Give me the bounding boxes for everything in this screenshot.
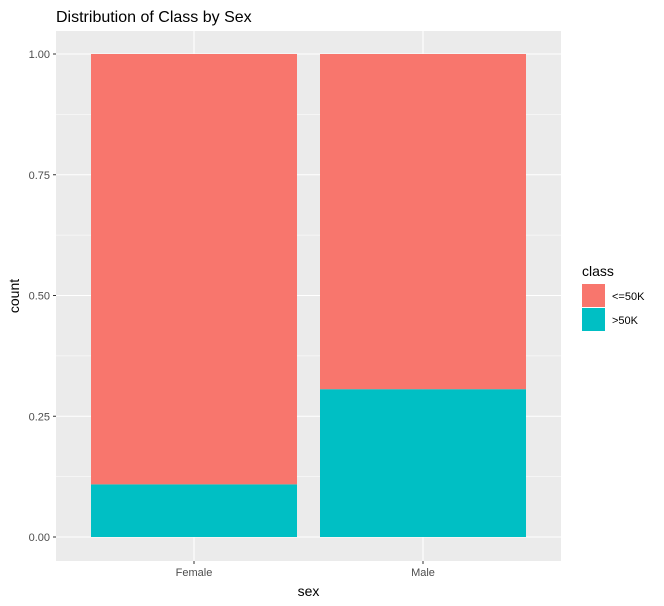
y-axis-ticks: 0.00 0.25 0.50 0.75 1.00 [29, 49, 56, 544]
bars-group [91, 54, 526, 537]
bar-female-gt50k [91, 484, 297, 537]
y-tick-label: 0.75 [29, 170, 50, 182]
legend-swatch [582, 284, 605, 307]
bar-male-le50k [320, 54, 526, 390]
x-tick-label: Male [411, 567, 435, 579]
x-axis-title: sex [298, 583, 320, 599]
bar-male-gt50k [320, 389, 526, 537]
bar-female-le50k [91, 54, 297, 485]
y-tick-label: 0.00 [29, 532, 50, 544]
y-tick-label: 0.25 [29, 411, 50, 423]
legend-title: class [582, 263, 614, 279]
y-tick-label: 0.50 [29, 291, 50, 303]
chart-title: Distribution of Class by Sex [56, 9, 252, 26]
legend: class <=50K >50K [582, 263, 645, 331]
legend-swatch [582, 308, 605, 331]
legend-label: <=50K [612, 291, 645, 303]
y-tick-label: 1.00 [29, 49, 50, 61]
y-axis-title: count [6, 279, 22, 313]
x-tick-label: Female [176, 567, 213, 579]
x-axis-ticks: Female Male [176, 561, 435, 579]
legend-label: >50K [612, 315, 639, 327]
